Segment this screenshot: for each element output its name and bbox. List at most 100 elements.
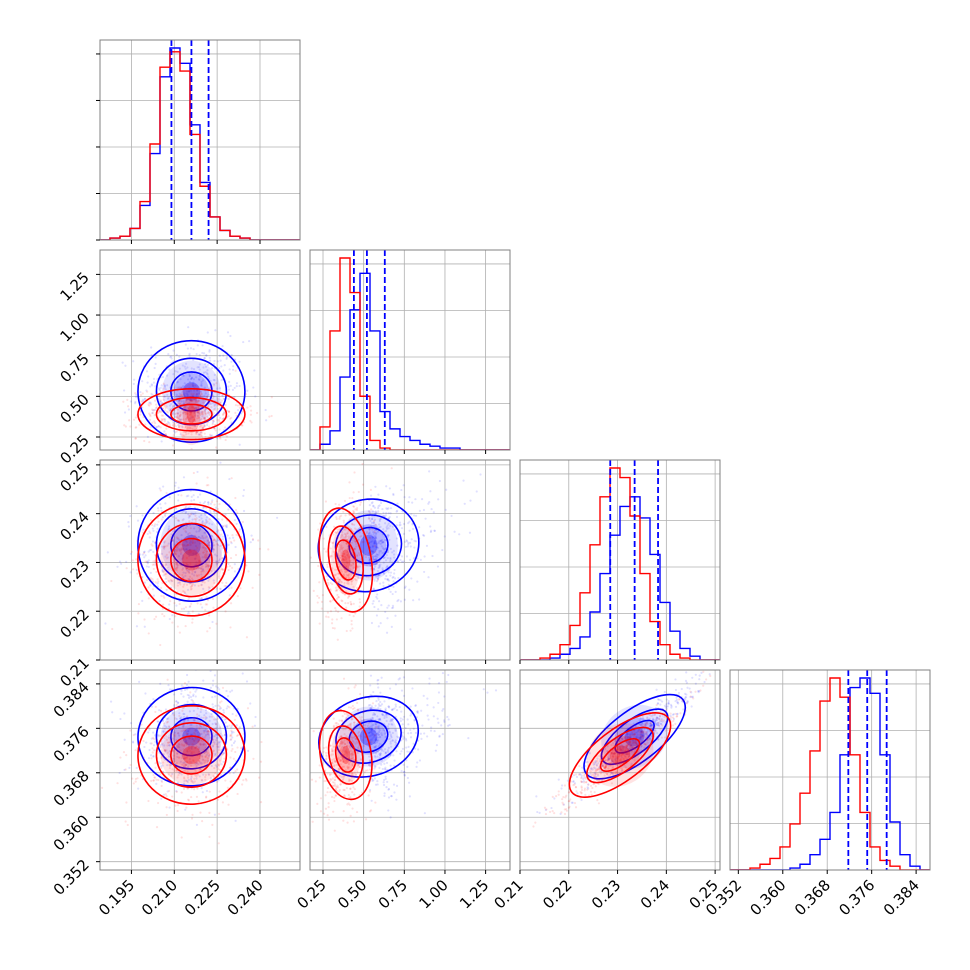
panel-0-0 [96,39,301,244]
scatter-point [127,408,131,411]
scatter-point [657,698,661,701]
scatter-point [430,507,433,511]
scatter-point [582,780,585,783]
scatter-point [206,759,209,762]
scatter-point [353,723,356,727]
scatter-point [399,600,403,603]
scatter-point [186,693,189,697]
scatter-point [152,698,155,701]
scatter-point [388,515,391,519]
scatter-point [340,514,343,517]
scatter-point [437,701,440,705]
scatter-point [371,724,374,727]
scatter-point [144,692,147,695]
y-tick-label: 0.23 [56,557,92,593]
scatter-point [211,684,214,687]
scatter-point [211,703,214,706]
scatter-point [382,581,385,584]
scatter-point [197,750,201,753]
scatter-point [165,794,168,798]
scatter-point [211,738,214,741]
scatter-point [245,636,249,639]
scatter-point [173,731,176,734]
scatter-point [328,574,331,577]
scatter-point [372,588,375,591]
scatter-point [180,716,183,719]
scatter-point [356,565,359,568]
scatter-point [342,746,346,749]
scatter-point [196,344,199,347]
scatter-point [186,730,190,733]
scatter-point [343,739,346,742]
scatter-point [195,432,198,435]
scatter-point [206,630,209,633]
scatter-point [361,462,364,466]
scatter-point [350,779,353,782]
scatter-point [184,362,188,365]
scatter-point [387,517,390,520]
scatter-point [160,797,163,800]
scatter-point [374,534,377,538]
scatter-point [219,359,222,362]
scatter-point [186,412,189,415]
density-fill [339,706,398,767]
scatter-point [187,516,190,519]
scatter-point [331,784,335,787]
scatter-point [169,738,172,741]
scatter-point [338,579,342,582]
scatter-point [372,504,375,507]
scatter-point [395,784,399,787]
scatter-point [416,710,419,713]
scatter-point [333,778,336,781]
scatter-point [387,534,390,537]
scatter-point [205,484,208,487]
scatter-point [674,705,678,708]
scatter-point [164,502,167,505]
scatter-point [342,552,346,555]
scatter-point [192,378,196,381]
scatter-point [346,751,349,755]
scatter-point [331,513,335,516]
scatter-point [426,704,429,707]
scatter-point [698,690,701,693]
scatter-point [359,501,363,504]
scatter-point [357,538,360,541]
scatter-point [212,548,215,551]
scatter-point [228,410,231,413]
scatter-point [204,778,207,781]
scatter-point [178,402,182,405]
scatter-point [150,543,153,546]
scatter-point [376,555,379,559]
scatter-point [335,531,338,535]
scatter-point [307,791,309,793]
scatter-point [214,329,217,332]
scatter-point [373,540,376,543]
scatter-point [206,599,210,602]
scatter-point [407,745,410,748]
scatter-point [139,413,142,416]
scatter-point [167,411,170,414]
scatter-point [347,724,350,727]
scatter-point [151,421,154,424]
scatter-point [168,806,171,809]
scatter-point [408,781,411,784]
scatter-point [224,438,227,442]
scatter-point [168,741,171,744]
scatter-point [194,514,197,517]
scatter-point [223,412,226,415]
scatter-point [352,536,355,539]
scatter-point [352,566,355,569]
scatter-point [345,735,348,738]
scatter-point [381,547,385,550]
scatter-point [169,404,172,407]
scatter-point [354,684,357,687]
scatter-point [206,761,209,764]
scatter-point [186,732,189,736]
scatter-point [172,424,175,427]
scatter-point [384,775,387,778]
scatter-point [374,801,377,804]
scatter-point [232,536,235,539]
scatter-point [386,524,389,527]
scatter-point [219,416,222,420]
scatter-point [351,791,354,794]
